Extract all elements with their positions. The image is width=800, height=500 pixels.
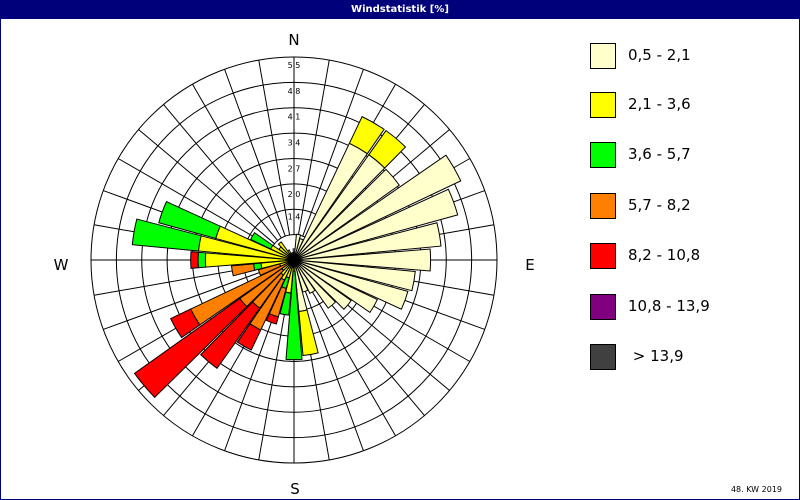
wind-bar-segment [293, 259, 337, 309]
legend-swatch [590, 193, 616, 219]
legend-item: 5,7 - 8,2 [590, 193, 790, 221]
wind-bar-segment [293, 259, 379, 314]
legend-label: 3,6 - 5,7 [628, 145, 691, 163]
wind-bar-segment [348, 115, 385, 155]
wind-bar-segment [158, 200, 221, 240]
wind-bar-segment [298, 309, 319, 357]
footnote: 48. KW 2019 [730, 485, 782, 494]
grid-spoke [192, 83, 282, 239]
legend-label: 0,5 - 2,1 [628, 46, 691, 64]
legend-swatch [590, 43, 616, 69]
wind-bar-segment [190, 251, 199, 269]
grid-spoke [302, 283, 364, 451]
wind-bar-segment [199, 301, 261, 370]
wind-bar-segment [131, 218, 202, 252]
wind-bar-segment [279, 291, 292, 316]
radial-tick-label: 4,8 [288, 87, 301, 96]
compass-label-east: E [525, 256, 534, 274]
wind-bar-segment [197, 251, 207, 269]
legend-label: 2,1 - 3,6 [628, 95, 691, 113]
grid-spoke [258, 59, 291, 236]
wind-bar-segment [293, 222, 442, 261]
grid-spoke [138, 129, 275, 245]
wind-bar-segment [293, 168, 400, 261]
legend-swatch [590, 142, 616, 168]
legend-label: 10,8 - 13,9 [628, 297, 710, 315]
grid-spoke [103, 268, 271, 330]
wind-rose-bars [131, 115, 462, 399]
grid-spoke [224, 69, 286, 237]
grid-spoke [297, 59, 330, 236]
wind-bar-segment [277, 241, 291, 256]
wind-bar-segment [293, 259, 409, 310]
wind-bar-segment [249, 232, 274, 250]
wind-bar-segment [368, 129, 407, 169]
legend-swatch [590, 294, 616, 320]
chart-title: Windstatistik [%] [0, 0, 800, 19]
legend-label: 5,7 - 8,2 [628, 196, 691, 214]
legend-item: > 13,9 [590, 344, 790, 372]
legend-item: 0,5 - 2,1 [590, 43, 790, 71]
legend-swatch [590, 243, 616, 269]
wind-bar-segment [293, 188, 459, 261]
wind-bar-segment [293, 248, 432, 272]
wind-bar-segment [257, 263, 282, 277]
radial-tick-label: 2,7 [288, 164, 301, 173]
wind-bar-segment [285, 270, 303, 361]
radial-tick-label: 3,4 [288, 139, 301, 148]
wind-bar-segment [169, 308, 201, 339]
wind-bar-segment [293, 154, 462, 261]
compass-label-north: N [288, 31, 299, 49]
legend-item: 3,6 - 5,7 [590, 142, 790, 170]
polar-labels: N E S W 1,4 2,0 2,7 3,4 4,1 4,8 5,5 [54, 31, 535, 498]
grid-spoke [302, 69, 364, 237]
legend-item: 10,8 - 13,9 [590, 294, 790, 322]
wind-bar-segment [236, 323, 262, 351]
grid-spoke [163, 104, 279, 241]
radial-tick-label: 5,5 [288, 61, 301, 70]
legend-item: 2,1 - 3,6 [590, 92, 790, 120]
legend-label: 8,2 - 10,8 [628, 246, 701, 264]
compass-label-west: W [54, 256, 69, 274]
wind-bar-segment [291, 252, 295, 261]
wind-rose-chart: N E S W 1,4 2,0 2,7 3,4 4,1 4,8 5,5 [54, 31, 535, 498]
wind-bar-segment [293, 259, 352, 310]
radial-tick-label: 1,4 [288, 212, 301, 221]
radial-tick-label: 2,0 [288, 190, 301, 199]
legend-swatch [590, 92, 616, 118]
wind-bar-segment [293, 259, 416, 292]
wind-bar-segment [265, 313, 279, 325]
legend-label: > 13,9 [628, 347, 684, 365]
wind-bar-segment [230, 263, 256, 277]
legend-item: 8,2 - 10,8 [590, 243, 790, 271]
grid-spoke [117, 158, 273, 248]
compass-label-south: S [290, 480, 300, 498]
radial-tick-label: 4,1 [288, 113, 301, 122]
wind-bar-segment [293, 259, 316, 295]
legend-swatch [590, 344, 616, 370]
wind-bar-segment [133, 297, 248, 399]
grid-spoke [306, 281, 396, 437]
